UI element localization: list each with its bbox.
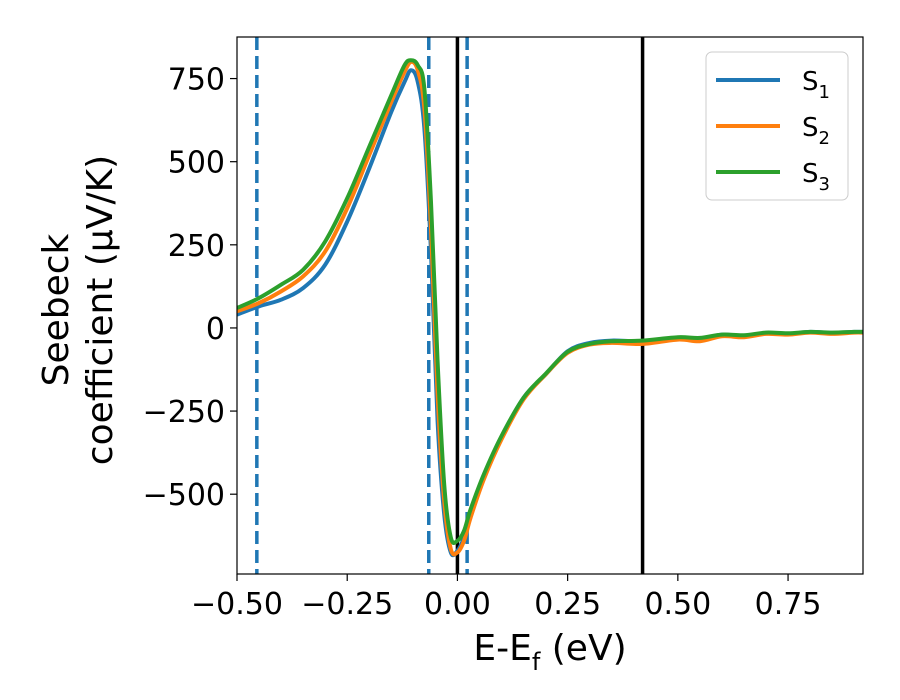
legend-label-s2: S2 xyxy=(802,113,830,149)
y-axis-label-line2: coefficient (μV/K) xyxy=(80,155,121,465)
series-line-s3 xyxy=(237,58,863,546)
y-tick-label: 250 xyxy=(168,229,225,264)
x-tick-label: 0.00 xyxy=(424,587,491,622)
y-tick-label: −250 xyxy=(143,395,225,430)
legend: S1 S2 S3 xyxy=(705,51,849,201)
x-tick-label: −0.50 xyxy=(191,587,283,622)
y-axis-label: Seebeck coefficient (μV/K) xyxy=(36,155,121,465)
legend-label-s3: S3 xyxy=(802,159,830,195)
x-tick-label: 0.25 xyxy=(534,587,601,622)
x-tick-label: −0.25 xyxy=(301,587,393,622)
y-tick-label: −500 xyxy=(143,478,225,513)
x-tick-label: 0.75 xyxy=(755,587,822,622)
y-tick-label: 500 xyxy=(168,146,225,181)
y-axis: −500 −250 0 250 500 750 xyxy=(143,63,237,513)
y-axis-label-line1: Seebeck xyxy=(36,233,77,386)
y-tick-label: 750 xyxy=(168,63,225,98)
legend-label-s1: S1 xyxy=(802,67,830,103)
plot-frame xyxy=(236,36,864,575)
x-axis-label: E-Ef (eV) xyxy=(473,628,626,676)
y-tick-label: 0 xyxy=(206,312,225,347)
x-tick-label: 0.50 xyxy=(644,587,711,622)
series-lines xyxy=(237,58,863,558)
x-axis: −0.50 −0.25 0.00 0.25 0.50 0.75 xyxy=(191,574,821,622)
